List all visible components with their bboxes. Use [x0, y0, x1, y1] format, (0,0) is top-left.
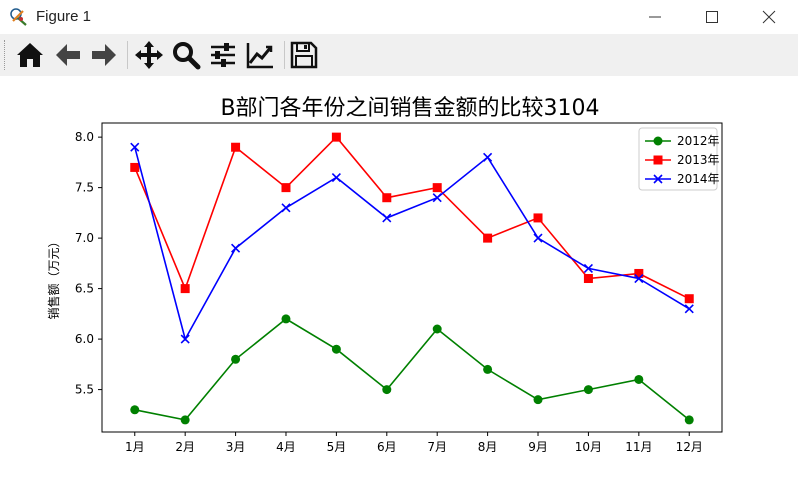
arrow-left-icon	[56, 44, 80, 66]
data-point	[583, 263, 593, 273]
series-line-1	[134, 135, 690, 300]
series-line-0	[134, 317, 690, 421]
legend-label: 2013年	[677, 153, 720, 167]
data-point	[583, 385, 593, 395]
data-point	[130, 142, 140, 152]
x-tick-label: 3月	[226, 440, 246, 454]
data-point	[634, 273, 644, 284]
data-point	[483, 152, 493, 162]
chart-title: B部门各年份之间销售金额的比较3104	[220, 96, 599, 121]
x-tick-label: 5月	[327, 440, 347, 454]
back-button[interactable]	[51, 38, 85, 72]
line-chart: B部门各年份之间销售金额的比较3104 销售额（万元） 1月 2月 3月 4月 5月 6月…	[46, 96, 723, 454]
data-point	[684, 304, 694, 314]
legend-label: 2012年	[677, 134, 720, 148]
data-point	[331, 132, 341, 142]
x-tick-label: 6月	[377, 440, 397, 454]
series-line-2	[134, 146, 690, 342]
x-tick-label: 11月	[625, 440, 652, 454]
move-icon	[135, 41, 163, 69]
data-point	[432, 183, 442, 193]
home-button[interactable]	[13, 38, 47, 72]
minimize-icon	[649, 16, 661, 18]
toolbar-grip	[4, 40, 7, 70]
legend-label: 2014年	[677, 172, 720, 186]
close-button[interactable]	[746, 2, 792, 32]
x-tick-label: 1月	[125, 440, 145, 454]
data-point	[533, 395, 543, 405]
maximize-icon	[706, 11, 718, 23]
x-tick-label: 8月	[478, 440, 498, 454]
home-icon	[17, 43, 43, 67]
data-point	[533, 213, 543, 223]
data-point	[130, 162, 140, 172]
x-tick-label: 4月	[276, 440, 296, 454]
minimize-button[interactable]	[632, 2, 678, 32]
close-icon	[762, 10, 776, 24]
data-point	[331, 344, 341, 354]
legend-marker	[653, 136, 663, 146]
figure-canvas[interactable]: B部门各年份之间销售金额的比较3104 销售额（万元） 1月 2月 3月 4月 5月 6月…	[0, 76, 798, 475]
y-tick-label: 6.5	[75, 282, 94, 296]
subplots-button[interactable]	[206, 38, 240, 72]
data-point	[281, 314, 291, 324]
line-chart-icon	[246, 43, 273, 69]
data-point	[432, 193, 442, 203]
data-point	[130, 405, 140, 415]
y-tick-label: 8.0	[75, 130, 94, 144]
save-button[interactable]	[287, 38, 321, 72]
data-point	[634, 374, 644, 384]
data-point	[583, 274, 593, 284]
data-point	[432, 324, 442, 334]
y-tick-label: 7.0	[75, 231, 94, 245]
edit-axis-button[interactable]	[243, 38, 277, 72]
legend-marker	[653, 155, 663, 165]
toolbar-separator	[284, 41, 285, 69]
y-tick-label: 6.0	[75, 332, 94, 346]
x-tick-label: 2月	[175, 440, 195, 454]
x-tick-label: 10月	[575, 440, 602, 454]
floppy-disk-icon	[290, 41, 318, 69]
data-point	[180, 334, 190, 344]
arrow-right-icon	[92, 44, 116, 66]
x-tick-label: 9月	[528, 440, 548, 454]
data-point	[634, 268, 644, 278]
data-point	[382, 385, 392, 395]
window-title: Figure 1	[36, 8, 92, 25]
data-point	[231, 354, 241, 364]
data-point	[684, 415, 694, 425]
zoom-button[interactable]	[169, 38, 203, 72]
data-point	[281, 203, 291, 213]
maximize-button[interactable]	[689, 2, 735, 32]
data-point	[533, 233, 543, 243]
data-point	[180, 284, 190, 294]
pan-button[interactable]	[132, 38, 166, 72]
x-tick-label: 7月	[427, 440, 447, 454]
navigation-toolbar	[0, 34, 798, 76]
matplotlib-logo-icon	[10, 8, 27, 26]
data-point	[180, 415, 190, 425]
sliders-icon	[211, 43, 235, 67]
toolbar-separator	[127, 41, 128, 69]
data-point	[684, 294, 694, 304]
data-point	[281, 183, 291, 193]
data-point	[331, 172, 341, 183]
y-tick-label: 5.5	[75, 383, 94, 397]
data-point	[231, 142, 241, 152]
y-tick-label: 7.5	[75, 181, 94, 195]
window-title-bar: Figure 1	[0, 0, 798, 34]
data-point	[483, 364, 493, 374]
data-point	[483, 233, 493, 243]
legend-marker	[653, 174, 663, 184]
data-point	[382, 213, 392, 223]
y-axis-label: 销售额（万元）	[46, 235, 61, 319]
x-tick-label: 12月	[676, 440, 703, 454]
magnifier-icon	[173, 42, 201, 70]
data-point	[231, 243, 241, 253]
forward-button[interactable]	[87, 38, 121, 72]
plot-area-frame	[101, 122, 723, 433]
data-point	[382, 193, 392, 203]
